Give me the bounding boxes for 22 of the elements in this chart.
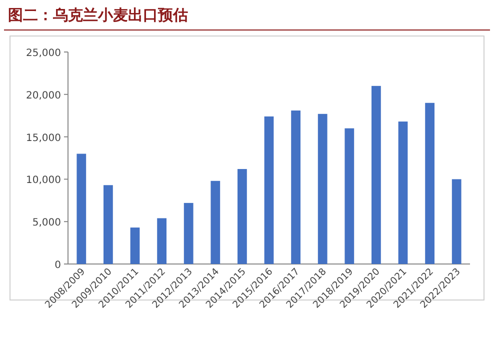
bar bbox=[344, 128, 354, 264]
y-tick-label: 5,000 bbox=[32, 218, 61, 229]
bar bbox=[452, 179, 462, 264]
bar bbox=[264, 116, 274, 264]
bar bbox=[372, 86, 381, 264]
y-tick-label: 20,000 bbox=[26, 90, 61, 102]
bar bbox=[425, 102, 434, 264]
bar bbox=[157, 218, 166, 264]
bar bbox=[318, 114, 328, 264]
bar bbox=[291, 110, 300, 264]
bar bbox=[238, 169, 247, 264]
bar bbox=[398, 122, 408, 264]
bar bbox=[76, 154, 86, 264]
bar bbox=[210, 180, 220, 264]
y-tick-label: 15,000 bbox=[26, 132, 61, 144]
y-tick-label: 10,000 bbox=[26, 175, 61, 186]
bar bbox=[130, 228, 140, 264]
bar bbox=[184, 202, 194, 264]
y-tick-label: 0 bbox=[54, 260, 61, 271]
chart-title: 图二：乌克兰小麦出口预估 bbox=[8, 6, 188, 24]
y-tick-label: 25,000 bbox=[26, 48, 61, 59]
bar bbox=[104, 185, 113, 264]
